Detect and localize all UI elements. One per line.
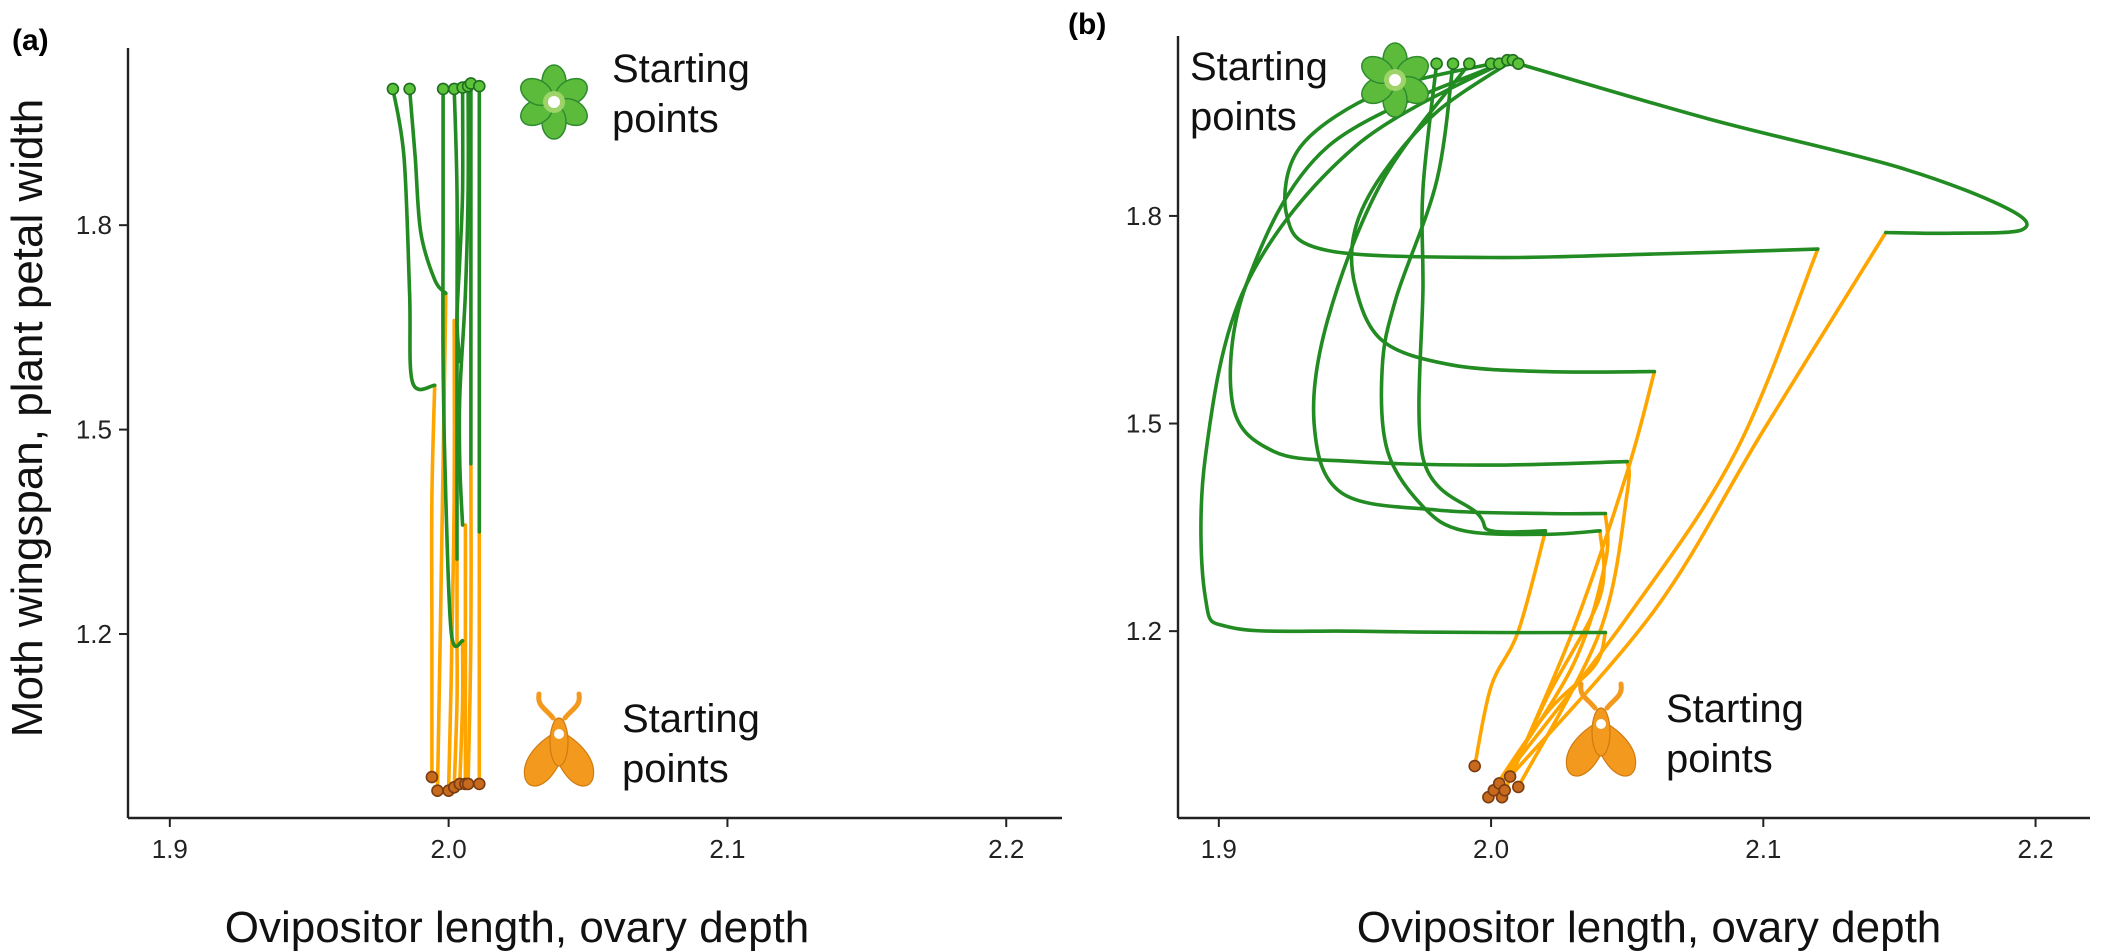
plant-trajectory-line bbox=[1199, 58, 1608, 635]
y-tick-label: 1.5 bbox=[76, 415, 112, 445]
y-tick-label: 1.8 bbox=[1126, 201, 1162, 231]
axes: 1.9 2.0 2.1 2.2 1.2 1.5 1.8 bbox=[76, 48, 1062, 864]
moth-trajectory-line bbox=[1500, 529, 1606, 799]
moth-trajectory-line bbox=[466, 461, 473, 786]
y-tick-label: 1.2 bbox=[1126, 616, 1162, 646]
x-tick-label: 2.0 bbox=[431, 834, 467, 864]
moth-trajectory-line bbox=[1516, 459, 1631, 789]
moth-starting-point bbox=[1498, 783, 1511, 797]
moth-icon bbox=[523, 691, 595, 787]
x-tick-label: 1.9 bbox=[1201, 834, 1237, 864]
annotation-line-2: points bbox=[622, 747, 729, 791]
plant-trajectory-line bbox=[391, 87, 437, 392]
plant-starting-annotation: Starting points bbox=[520, 47, 750, 141]
moth-starting-point bbox=[1512, 780, 1525, 794]
trajectory-group bbox=[386, 77, 486, 798]
plant-trajectory-line bbox=[1228, 61, 1629, 467]
annotation-line-2: points bbox=[1190, 95, 1297, 139]
panel-label: (a) bbox=[12, 24, 49, 57]
y-tick-label: 1.5 bbox=[1126, 409, 1162, 439]
plant-starting-annotation: Starting points bbox=[1190, 42, 1429, 139]
plant-trajectory-line bbox=[1516, 61, 2029, 236]
moth-starting-annotation: Starting points bbox=[523, 691, 760, 791]
x-axis-title: Ovipositor length, ovary depth bbox=[225, 903, 810, 952]
plant-starting-point bbox=[436, 82, 450, 96]
plant-starting-point bbox=[1430, 57, 1443, 71]
moth-trajectory-line bbox=[1502, 369, 1657, 793]
x-tick-label: 2.2 bbox=[988, 834, 1024, 864]
x-tick-label: 2.1 bbox=[709, 834, 745, 864]
moth-starting-point bbox=[461, 777, 475, 791]
plant-trajectory-line bbox=[441, 87, 465, 649]
plant-starting-point bbox=[386, 82, 400, 96]
flower-icon bbox=[520, 64, 588, 140]
plant-starting-point bbox=[403, 82, 416, 96]
moth-starting-point bbox=[1503, 770, 1517, 783]
panel-label: (b) bbox=[1068, 8, 1106, 41]
flower-icon bbox=[1361, 42, 1429, 118]
plant-trajectory-line bbox=[1379, 61, 1602, 537]
moth-trajectory-line bbox=[446, 318, 457, 793]
moth-trajectory-line bbox=[1486, 630, 1608, 799]
x-tick-label: 2.0 bbox=[1473, 834, 1509, 864]
annotation-line-1: Starting bbox=[622, 697, 760, 741]
plant-trajectory-line bbox=[1349, 58, 1657, 374]
moth-trajectory-line bbox=[1497, 247, 1820, 786]
annotation-line-2: points bbox=[1666, 737, 1773, 781]
plant-trajectory-line bbox=[457, 84, 471, 527]
plant-trajectory-line bbox=[1417, 61, 1548, 534]
moth-trajectory-line bbox=[452, 557, 460, 790]
x-axis-title: Ovipositor length, ovary depth bbox=[1357, 903, 1942, 952]
moth-trajectory-line bbox=[1508, 230, 1888, 779]
annotation-line-1: Starting bbox=[612, 47, 750, 91]
annotation-line-2: points bbox=[612, 97, 719, 141]
plant-trajectory-line bbox=[407, 87, 448, 296]
moth-trajectory-line bbox=[429, 383, 437, 779]
x-tick-label: 2.2 bbox=[2017, 834, 2053, 864]
moth-starting-point bbox=[1468, 759, 1481, 773]
y-axis-title: Moth wingspan, plant petal width bbox=[3, 99, 52, 737]
axes: 1.9 2.0 2.1 2.2 1.2 1.5 1.8 bbox=[1126, 36, 2090, 864]
plant-starting-point bbox=[1512, 57, 1525, 71]
y-tick-label: 1.2 bbox=[76, 619, 112, 649]
moth-icon bbox=[1565, 681, 1637, 777]
trajectory-group bbox=[1199, 53, 2029, 804]
panel-b: (b) 1.9 2.0 2.1 2.2 1.2 1.5 1.8 Starting point… bbox=[1068, 8, 2090, 864]
annotation-line-1: Starting bbox=[1190, 45, 1328, 89]
moth-trajectory-line bbox=[458, 639, 465, 786]
x-tick-label: 1.9 bbox=[152, 834, 188, 864]
plant-starting-point bbox=[1446, 57, 1460, 71]
moth-starting-point bbox=[431, 784, 444, 798]
moth-trajectory-line bbox=[1472, 529, 1548, 768]
panel-a: (a) 1.9 2.0 2.1 2.2 1.2 1.5 1.8 Starting point… bbox=[12, 24, 1062, 864]
x-tick-label: 2.1 bbox=[1745, 834, 1781, 864]
plant-starting-point bbox=[472, 79, 486, 93]
moth-starting-annotation: Starting points bbox=[1565, 681, 1804, 781]
annotation-line-1: Starting bbox=[1666, 687, 1804, 731]
y-tick-label: 1.8 bbox=[76, 210, 112, 240]
plant-trajectory-line bbox=[1311, 61, 1608, 516]
plant-starting-point bbox=[1463, 57, 1476, 71]
plant-trajectory-line bbox=[455, 85, 465, 364]
moth-starting-point bbox=[472, 777, 486, 791]
moth-starting-point bbox=[425, 770, 439, 784]
